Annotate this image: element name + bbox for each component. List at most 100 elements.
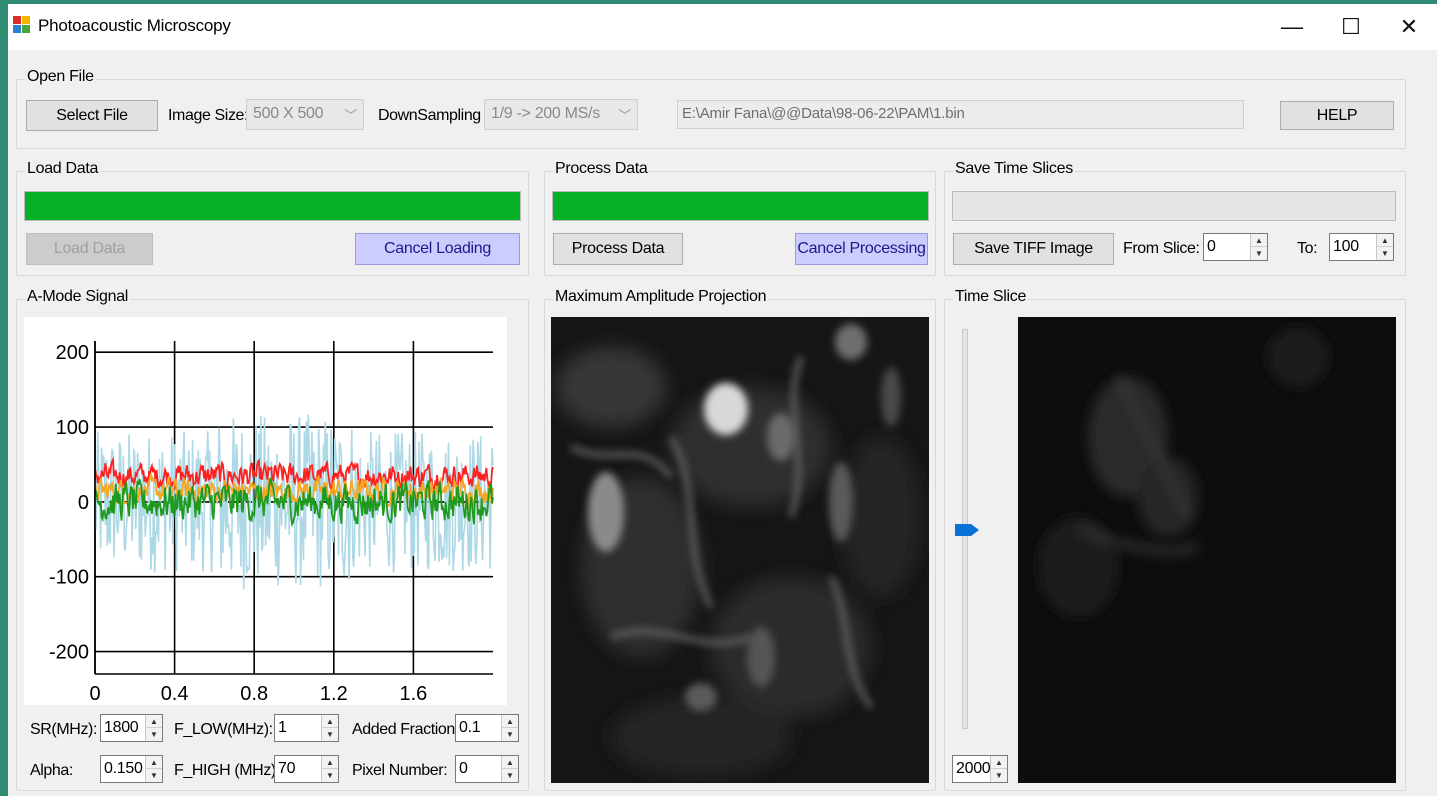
slider-thumb[interactable]: [955, 523, 981, 537]
spin-up-icon[interactable]: ▲: [146, 715, 162, 728]
time-slice-value: 2000: [956, 760, 991, 777]
chevron-down-icon: ﹀: [344, 108, 357, 123]
spin-down-icon[interactable]: ▼: [1381, 249, 1389, 258]
spin-up-icon[interactable]: ▲: [1377, 234, 1393, 247]
spin-down-icon[interactable]: ▼: [326, 730, 334, 739]
minimize-icon[interactable]: —: [1281, 14, 1303, 39]
time-slice-image: [1018, 317, 1396, 783]
added-fraction-stepper[interactable]: 0.1 ▲ ▼: [455, 714, 519, 742]
x-tick-label: 1.2: [320, 683, 348, 705]
save-progress-bar: [952, 191, 1396, 221]
x-tick-label: 0.8: [240, 683, 268, 705]
cancel-processing-button[interactable]: Cancel Processing: [795, 233, 928, 265]
pixel-number-stepper[interactable]: 0 ▲ ▼: [455, 755, 519, 783]
added-fraction-value: 0.1: [459, 719, 481, 736]
image-size-label: Image Size:: [168, 107, 249, 124]
process-progress-fill: [553, 192, 928, 220]
from-slice-stepper[interactable]: 0 ▲ ▼: [1203, 233, 1268, 261]
amode-chart: 200 100 0 -100 -200 0 0.4 0.8 1.2 1.6: [24, 317, 507, 705]
series-line: [94, 477, 494, 528]
cancel-loading-button[interactable]: Cancel Loading: [355, 233, 520, 265]
title-bar: Photoacoustic Microscopy — ☐ ✕: [8, 4, 1437, 50]
x-tick-label: 0: [89, 683, 100, 705]
amode-label: A-Mode Signal: [25, 288, 131, 306]
sr-value: 1800: [104, 719, 139, 736]
added-fraction-label: Added Fraction:: [352, 721, 459, 738]
y-tick-label: 100: [56, 417, 89, 439]
spin-up-icon[interactable]: ▲: [502, 715, 518, 728]
downsampling-label: DownSampling :: [378, 107, 489, 124]
from-slice-label: From Slice:: [1123, 240, 1200, 257]
y-tick-label: -100: [49, 567, 89, 589]
downsampling-select[interactable]: 1/9 -> 200 MS/s ﹀: [484, 99, 638, 130]
select-file-button[interactable]: Select File: [26, 100, 158, 131]
spin-down-icon[interactable]: ▼: [506, 730, 514, 739]
alpha-stepper[interactable]: 0.150 ▲ ▼: [100, 755, 163, 783]
time-slice-slider[interactable]: [953, 329, 983, 729]
pixel-number-label: Pixel Number:: [352, 762, 448, 779]
downsampling-value: 1/9 -> 200 MS/s: [491, 105, 600, 122]
window-title: Photoacoustic Microscopy: [38, 16, 231, 35]
process-progress-bar: [552, 191, 929, 221]
spin-up-icon[interactable]: ▲: [502, 756, 518, 769]
process-data-label: Process Data: [553, 160, 650, 178]
spin-down-icon[interactable]: ▼: [506, 771, 514, 780]
to-slice-stepper[interactable]: 100 ▲ ▼: [1329, 233, 1394, 261]
f-high-value: 70: [278, 760, 296, 777]
series-line: [94, 456, 494, 493]
open-file-label: Open File: [25, 68, 96, 86]
x-tick-label: 1.6: [399, 683, 427, 705]
image-size-value: 500 X 500: [253, 105, 324, 122]
mip-group: Maximum Amplitude Projection: [544, 288, 936, 791]
y-tick-label: -200: [49, 642, 89, 664]
load-data-group: Load Data: [16, 160, 529, 276]
sr-stepper[interactable]: 1800 ▲ ▼: [100, 714, 163, 742]
to-slice-value: 100: [1333, 238, 1359, 255]
from-slice-value: 0: [1207, 238, 1216, 255]
help-button[interactable]: HELP: [1280, 101, 1394, 130]
slider-thumb-icon: [955, 524, 979, 536]
time-slice-group: Time Slice: [944, 288, 1406, 791]
maximize-icon[interactable]: ☐: [1341, 14, 1361, 39]
spin-down-icon[interactable]: ▼: [150, 730, 158, 739]
process-data-group: Process Data: [544, 160, 936, 276]
load-data-label: Load Data: [25, 160, 101, 178]
load-progress-fill: [25, 192, 520, 220]
f-low-stepper[interactable]: 1 ▲ ▼: [274, 714, 339, 742]
f-high-stepper[interactable]: 70 ▲ ▼: [274, 755, 339, 783]
load-progress-bar: [24, 191, 521, 221]
save-slices-group: Save Time Slices: [944, 160, 1406, 276]
f-low-label: F_LOW(MHz):: [174, 721, 273, 738]
load-data-button[interactable]: Load Data: [26, 233, 153, 265]
f-low-value: 1: [278, 719, 287, 736]
spin-up-icon[interactable]: ▲: [991, 756, 1007, 769]
spin-down-icon[interactable]: ▼: [995, 771, 1003, 780]
f-high-label: F_HIGH (MHz):: [174, 762, 280, 779]
spin-up-icon[interactable]: ▲: [322, 756, 338, 769]
mip-label: Maximum Amplitude Projection: [553, 288, 769, 306]
x-tick-label: 0.4: [161, 683, 189, 705]
y-tick-label: 200: [56, 342, 89, 364]
spin-up-icon[interactable]: ▲: [322, 715, 338, 728]
file-path-field[interactable]: E:\Amir Fana\@@Data\98-06-22\PAM\1.bin: [677, 100, 1244, 129]
spin-down-icon[interactable]: ▼: [1255, 249, 1263, 258]
process-data-button[interactable]: Process Data: [553, 233, 683, 265]
chevron-down-icon: ﹀: [618, 108, 631, 123]
save-slices-label: Save Time Slices: [953, 160, 1075, 178]
mip-image: [551, 317, 929, 783]
save-tiff-button[interactable]: Save TIFF Image: [953, 233, 1114, 265]
spin-down-icon[interactable]: ▼: [326, 771, 334, 780]
spin-down-icon[interactable]: ▼: [150, 771, 158, 780]
time-slice-stepper[interactable]: 2000 ▲ ▼: [952, 755, 1008, 783]
main-window: Photoacoustic Microscopy — ☐ ✕ Open File…: [8, 4, 1437, 796]
spin-up-icon[interactable]: ▲: [1251, 234, 1267, 247]
spin-up-icon[interactable]: ▲: [146, 756, 162, 769]
open-file-group: Open File: [16, 68, 1406, 149]
sr-label: SR(MHz):: [30, 721, 98, 738]
image-size-select[interactable]: 500 X 500 ﹀: [246, 99, 364, 130]
time-slice-label: Time Slice: [953, 288, 1029, 306]
to-label: To:: [1297, 240, 1318, 257]
alpha-label: Alpha:: [30, 762, 73, 779]
close-icon[interactable]: ✕: [1399, 14, 1419, 39]
